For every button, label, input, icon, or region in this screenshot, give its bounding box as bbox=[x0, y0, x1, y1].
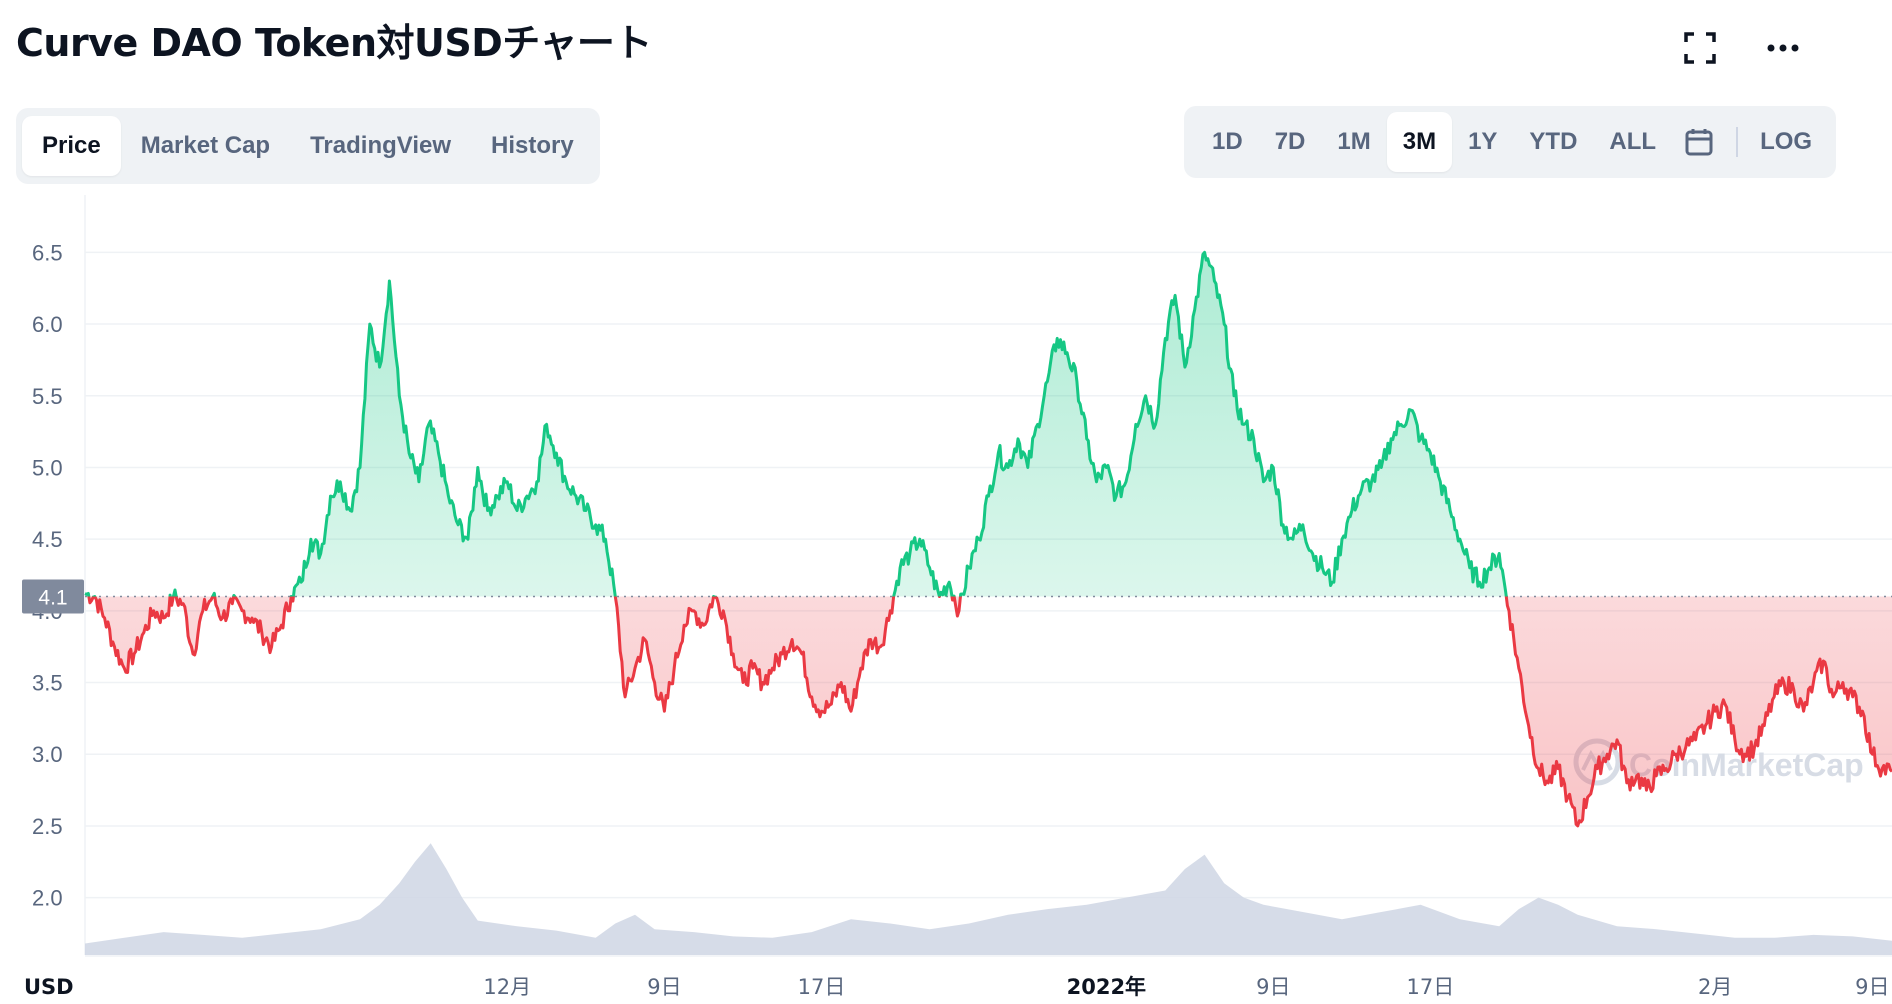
y-tick-label: 6.5 bbox=[32, 240, 63, 265]
baseline-value: 4.1 bbox=[38, 587, 67, 610]
more-dots-icon[interactable] bbox=[1761, 26, 1805, 70]
range-all[interactable]: ALL bbox=[1609, 128, 1657, 155]
baseline-tag: 4.1 bbox=[22, 579, 84, 614]
log-scale-toggle[interactable]: LOG bbox=[1760, 128, 1813, 155]
price-line bbox=[84, 250, 1892, 828]
tab-price[interactable]: Price bbox=[22, 116, 121, 176]
x-tick-label: 12月 bbox=[483, 975, 531, 999]
y-tick-label: 5.5 bbox=[32, 384, 63, 409]
page-title: Curve DAO Token対USDチャート bbox=[16, 21, 652, 65]
x-tick-label: 9日 bbox=[1855, 975, 1889, 999]
x-tick-label: 9日 bbox=[647, 975, 681, 999]
range-1m[interactable]: 1M bbox=[1337, 128, 1371, 155]
range-ytd[interactable]: YTD bbox=[1529, 128, 1578, 155]
x-tick-label: 17日 bbox=[798, 975, 846, 999]
x-tick-label: 2月 bbox=[1698, 975, 1732, 999]
range-1d[interactable]: 1D bbox=[1212, 128, 1243, 155]
x-axis: 12月 9日 17日 2022年 9日 17日 2月 9日 bbox=[85, 955, 1892, 999]
range-divider bbox=[1736, 127, 1739, 157]
price-area bbox=[85, 252, 1892, 826]
price-chart: 2.02.53.03.54.04.55.05.56.06.5 CoinMarke… bbox=[22, 195, 1892, 999]
y-tick-label: 2.0 bbox=[32, 886, 63, 911]
time-range-selector: 1D 7D 1M 3M 1Y YTD ALL LOG bbox=[1184, 106, 1837, 178]
x-tick-label: 2022年 bbox=[1067, 975, 1146, 999]
y-tick-label: 2.5 bbox=[32, 814, 63, 839]
y-tick-label: 6.0 bbox=[32, 312, 63, 337]
volume-layer bbox=[85, 843, 1892, 955]
y-tick-label: 3.0 bbox=[32, 742, 63, 767]
price-line-down bbox=[87, 596, 1892, 828]
x-tick-label: 9日 bbox=[1256, 975, 1290, 999]
tab-history[interactable]: History bbox=[491, 132, 574, 159]
range-7d[interactable]: 7D bbox=[1274, 128, 1306, 155]
price-line-up bbox=[84, 250, 1508, 597]
volume-area bbox=[85, 843, 1892, 955]
y-tick-label: 3.5 bbox=[32, 671, 63, 696]
price-area-down bbox=[88, 596, 1892, 826]
chart-type-tabs: Price Market Cap TradingView History bbox=[16, 108, 600, 184]
tab-tradingview[interactable]: TradingView bbox=[310, 132, 452, 159]
range-1y[interactable]: 1Y bbox=[1468, 128, 1498, 155]
y-tick-label: 4.5 bbox=[32, 527, 63, 552]
y-axis: 2.02.53.03.54.04.55.05.56.06.5 bbox=[32, 240, 63, 910]
calendar-icon[interactable] bbox=[1672, 112, 1726, 172]
y-tick-label: 5.0 bbox=[32, 455, 63, 480]
x-tick-label: 17日 bbox=[1407, 975, 1455, 999]
fullscreen-icon[interactable] bbox=[1678, 26, 1722, 70]
price-area-up bbox=[85, 252, 1892, 597]
range-3m[interactable]: 3M bbox=[1386, 112, 1453, 172]
currency-label: USD bbox=[24, 975, 74, 999]
tab-market-cap[interactable]: Market Cap bbox=[140, 132, 271, 159]
